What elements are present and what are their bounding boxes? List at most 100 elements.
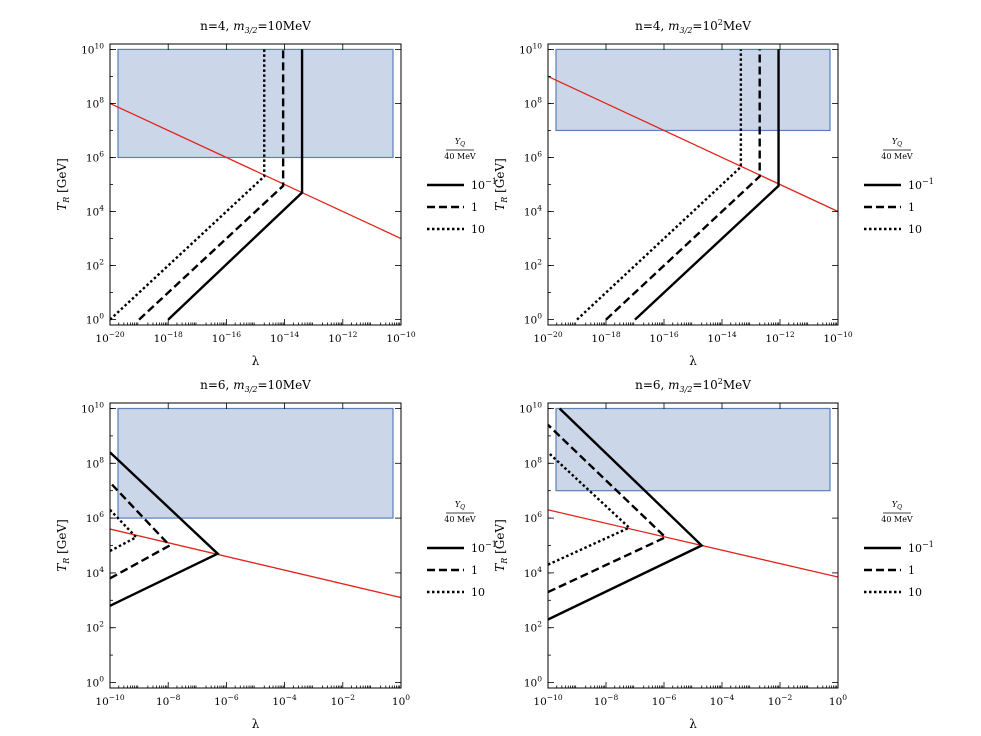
x-tick-label: 10−10 bbox=[823, 330, 852, 345]
y-tick-label: 106 bbox=[524, 510, 542, 525]
series-line-solid bbox=[634, 49, 780, 321]
red-constraint-line bbox=[110, 528, 401, 599]
series-line-dashed bbox=[138, 49, 285, 321]
legend-header-denominator: 40 MeV bbox=[881, 152, 913, 161]
y-tick-label: 102 bbox=[86, 620, 104, 635]
legend: YQ 40 MeV 10−1 1 10 bbox=[427, 137, 497, 236]
x-axis-label: λ bbox=[689, 354, 697, 368]
x-axis-label: λ bbox=[252, 717, 260, 731]
x-tick-label: 10−12 bbox=[328, 330, 357, 345]
x-tick-label: 10−8 bbox=[156, 693, 181, 708]
x-tick-label: 10−20 bbox=[95, 330, 124, 345]
legend: YQ 40 MeV 10−1 1 10 bbox=[864, 500, 934, 599]
legend-label: 10−1 bbox=[908, 177, 934, 192]
y-tick-label: 108 bbox=[524, 455, 542, 470]
legend-label: 1 bbox=[471, 564, 478, 577]
y-tick-label: 108 bbox=[524, 95, 542, 110]
y-tick-label: 100 bbox=[524, 675, 542, 690]
legend: YQ 40 MeV 10−1 1 10 bbox=[427, 500, 497, 599]
series-line-dashed bbox=[548, 424, 668, 594]
x-tick-label: 10−18 bbox=[154, 330, 183, 345]
x-tick-label: 10−18 bbox=[591, 330, 620, 345]
legend-label: 10−1 bbox=[471, 540, 497, 555]
x-tick-label: 10−2 bbox=[768, 693, 793, 708]
x-tick-label: 10−10 bbox=[533, 693, 562, 708]
x-tick-label: 10−6 bbox=[652, 693, 677, 708]
x-tick-label: 10−16 bbox=[212, 330, 241, 345]
x-tick-label: 100 bbox=[829, 693, 847, 708]
legend-header: YQ bbox=[455, 500, 465, 511]
y-tick-label: 1010 bbox=[519, 41, 542, 56]
x-tick-label: 10−8 bbox=[594, 693, 619, 708]
legend-label: 1 bbox=[908, 564, 915, 577]
chart-title: n=4, m3/2=10MeV bbox=[200, 19, 311, 35]
x-tick-label: 10−14 bbox=[270, 330, 299, 345]
series-line-dotted bbox=[110, 49, 266, 321]
y-axis-label: TR [GeV] bbox=[55, 519, 71, 572]
series-line-dashed bbox=[110, 481, 172, 580]
y-axis-label: TR [GeV] bbox=[493, 519, 509, 572]
y-tick-label: 104 bbox=[524, 565, 542, 580]
excluded-region bbox=[555, 407, 831, 492]
x-tick-label: 10−10 bbox=[386, 330, 415, 345]
x-tick-label: 10−6 bbox=[214, 693, 239, 708]
legend-label: 10 bbox=[908, 223, 922, 236]
excluded-region bbox=[117, 48, 394, 159]
y-tick-label: 100 bbox=[86, 312, 104, 327]
legend-header-denominator: 40 MeV bbox=[444, 152, 476, 161]
series-line-solid bbox=[548, 407, 704, 621]
legend: YQ 40 MeV 10−1 1 10 bbox=[864, 137, 934, 236]
chart-title: n=6, m3/2=102MeV bbox=[635, 377, 751, 394]
excluded-region bbox=[555, 48, 831, 132]
y-tick-label: 102 bbox=[524, 258, 542, 273]
x-tick-label: 10−10 bbox=[95, 693, 124, 708]
red-constraint-line bbox=[548, 75, 838, 213]
red-constraint-line bbox=[110, 102, 401, 240]
x-tick-label: 10−20 bbox=[533, 330, 562, 345]
x-tick-label: 10−4 bbox=[272, 693, 297, 708]
x-tick-label: 100 bbox=[392, 693, 410, 708]
y-tick-label: 100 bbox=[524, 312, 542, 327]
legend-label: 10 bbox=[471, 586, 485, 599]
y-tick-label: 106 bbox=[86, 149, 104, 164]
x-tick-label: 10−14 bbox=[707, 330, 736, 345]
red-constraint-line bbox=[548, 509, 838, 578]
legend-label: 10−1 bbox=[471, 177, 497, 192]
chart-panel-3: 10−10 10−8 10−6 10−4 10−2 100 100 102 104 106 108 1… bbox=[55, 378, 497, 731]
legend-header: YQ bbox=[892, 137, 902, 148]
chart-title: n=4, m3/2=102MeV bbox=[635, 18, 751, 35]
legend-label: 1 bbox=[908, 201, 915, 214]
y-tick-label: 1010 bbox=[81, 400, 104, 415]
excluded-region bbox=[117, 407, 394, 519]
legend-label: 10−1 bbox=[908, 540, 934, 555]
x-tick-label: 10−4 bbox=[710, 693, 735, 708]
y-tick-label: 106 bbox=[524, 149, 542, 164]
x-tick-label: 10−2 bbox=[331, 693, 356, 708]
legend-label: 10 bbox=[908, 586, 922, 599]
y-tick-label: 100 bbox=[86, 675, 104, 690]
y-axis-label: TR [GeV] bbox=[55, 158, 71, 211]
y-tick-label: 104 bbox=[524, 204, 542, 219]
y-tick-label: 1010 bbox=[519, 400, 542, 415]
series-line-solid bbox=[110, 451, 220, 607]
chart-panel-2: 10−20 10−18 10−16 10−14 10−12 10−10 100 102 104 1… bbox=[493, 18, 934, 368]
legend-label: 10 bbox=[471, 223, 485, 236]
y-tick-label: 102 bbox=[86, 258, 104, 273]
legend-header-denominator: 40 MeV bbox=[881, 515, 913, 524]
y-tick-label: 104 bbox=[86, 204, 104, 219]
y-tick-label: 108 bbox=[86, 455, 104, 470]
y-axis-label: TR [GeV] bbox=[493, 158, 509, 211]
y-tick-label: 106 bbox=[86, 510, 104, 525]
x-tick-label: 10−12 bbox=[765, 330, 794, 345]
chart-panel-4: 10−10 10−8 10−6 10−4 10−2 100 100 102 104 106 108 1… bbox=[493, 377, 934, 731]
legend-header-denominator: 40 MeV bbox=[444, 515, 476, 524]
x-tick-label: 10−16 bbox=[649, 330, 678, 345]
chart-title: n=6, m3/2=10MeV bbox=[200, 378, 311, 394]
x-axis-label: λ bbox=[252, 354, 260, 368]
y-tick-label: 108 bbox=[86, 95, 104, 110]
series-line-dotted bbox=[576, 49, 743, 321]
y-tick-label: 102 bbox=[524, 620, 542, 635]
y-tick-label: 1010 bbox=[81, 41, 104, 56]
chart-panel-1: 10−20 10−18 10−16 10−14 10−12 10−10 100 102 104 1… bbox=[55, 19, 497, 368]
